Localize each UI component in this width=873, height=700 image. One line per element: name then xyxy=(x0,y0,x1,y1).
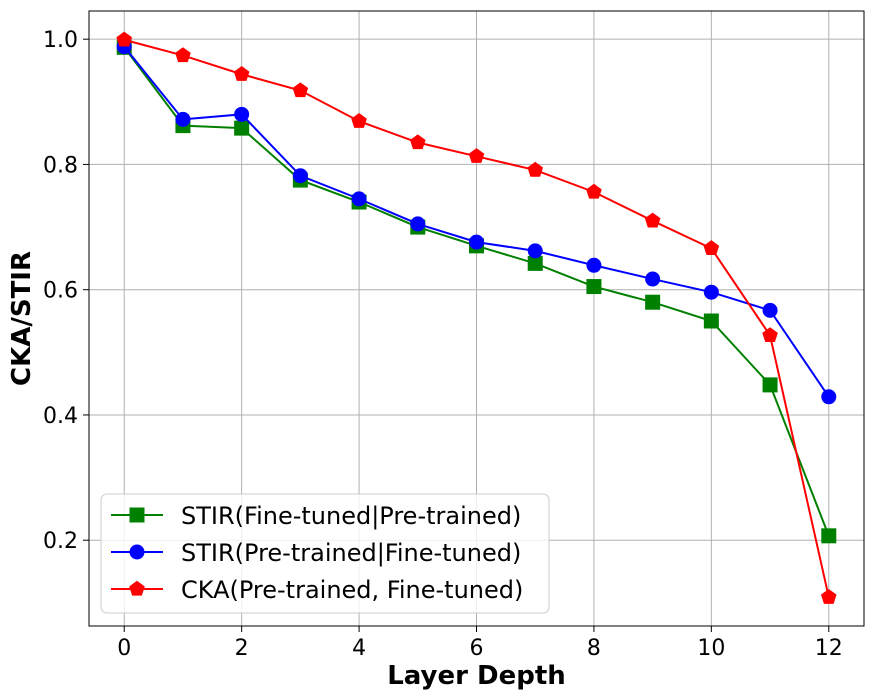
data-point xyxy=(703,313,719,329)
x-tick-label: 8 xyxy=(587,636,601,661)
data-point xyxy=(292,168,308,184)
data-point xyxy=(703,284,719,300)
data-point xyxy=(469,234,484,250)
data-point xyxy=(645,271,661,287)
series-2 xyxy=(116,39,837,405)
data-point xyxy=(644,212,661,228)
data-point xyxy=(351,113,367,128)
legend-label: CKA(Pre-trained, Fine-tuned) xyxy=(181,576,523,604)
data-point xyxy=(527,161,544,177)
legend-item: STIR(Pre-trained|Fine-tuned) xyxy=(111,539,521,567)
x-tick-label: 12 xyxy=(815,636,843,661)
x-axis-title: Layer Depth xyxy=(387,661,566,691)
data-point xyxy=(821,389,837,405)
data-point xyxy=(762,377,778,393)
data-point xyxy=(703,240,720,255)
legend-item: STIR(Fine-tuned|Pre-trained) xyxy=(111,502,521,530)
data-point xyxy=(645,294,661,310)
legend-label: STIR(Pre-trained|Fine-tuned) xyxy=(181,539,521,567)
data-point xyxy=(351,191,367,207)
x-tick-label: 2 xyxy=(235,636,249,661)
data-point xyxy=(586,183,602,199)
legend-marker xyxy=(129,544,145,560)
data-point xyxy=(175,111,191,127)
axis-ticks: 0 2 4 6 8 10 12 0.2 0.4 0.6 0.8 1.0 xyxy=(43,28,843,661)
y-tick-label: 0.2 xyxy=(43,529,78,554)
data-point xyxy=(409,134,426,150)
data-point xyxy=(233,66,250,81)
legend-marker xyxy=(129,507,145,523)
data-point xyxy=(820,588,837,604)
data-point xyxy=(527,255,543,271)
x-tick-label: 0 xyxy=(117,636,131,661)
y-tick-label: 0.4 xyxy=(43,404,78,429)
y-axis-title: CKA/STIR xyxy=(7,251,37,386)
legend: STIR(Fine-tuned|Pre-trained) STIR(Pre-tra… xyxy=(100,493,550,614)
x-tick-label: 6 xyxy=(470,636,484,661)
x-tick-label: 4 xyxy=(352,636,366,661)
series-3 xyxy=(116,31,837,604)
data-point xyxy=(762,327,778,343)
plot-area-frame xyxy=(88,10,865,627)
legend-item: CKA(Pre-trained, Fine-tuned) xyxy=(111,576,523,604)
legend-label: STIR(Fine-tuned|Pre-trained) xyxy=(181,502,521,530)
legend-box xyxy=(100,493,550,614)
y-tick-label: 1.0 xyxy=(43,28,78,53)
data-point xyxy=(468,148,485,163)
data-point xyxy=(762,302,778,318)
series-group xyxy=(116,31,837,604)
data-point xyxy=(116,31,133,47)
data-point xyxy=(527,243,543,259)
data-point xyxy=(234,106,250,122)
data-point xyxy=(586,257,602,273)
data-point xyxy=(410,216,426,232)
data-point xyxy=(175,47,191,63)
y-tick-label: 0.8 xyxy=(43,153,78,178)
x-tick-label: 10 xyxy=(697,636,725,661)
data-point xyxy=(234,120,250,136)
data-point xyxy=(821,528,837,544)
data-point xyxy=(292,82,309,98)
y-tick-label: 0.6 xyxy=(43,279,78,304)
legend-marker xyxy=(129,580,145,596)
data-point xyxy=(586,279,602,295)
